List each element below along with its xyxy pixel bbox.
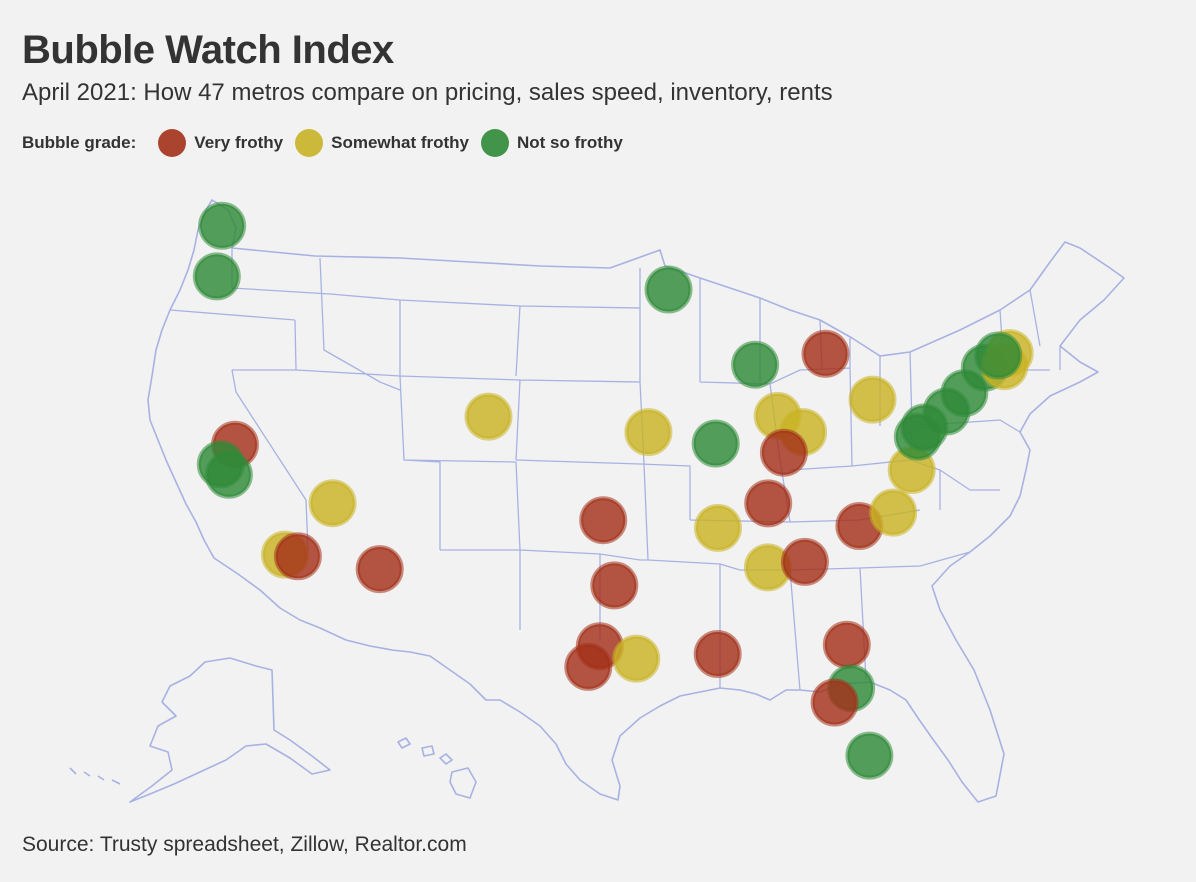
metro-bubble-somewhat-frothy <box>624 408 673 457</box>
metro-bubble-not-so-frothy <box>644 265 693 314</box>
metro-bubble-not-so-frothy <box>974 331 1023 380</box>
us-map <box>69 199 1125 803</box>
legend-item-somewhat-frothy: Somewhat frothy <box>295 129 469 157</box>
chart-subtitle: April 2021: How 47 metros compare on pri… <box>22 79 833 106</box>
metro-bubble-not-so-frothy <box>198 201 247 250</box>
legend-item-very-frothy: Very frothy <box>158 129 283 157</box>
metro-bubble-somewhat-frothy <box>869 488 918 537</box>
metro-bubble-somewhat-frothy <box>612 634 661 683</box>
legend-swatch-somewhat-frothy <box>295 129 324 157</box>
metro-bubble-somewhat-frothy <box>308 479 357 528</box>
metro-bubble-not-so-frothy <box>691 419 740 468</box>
metro-bubble-very-frothy <box>564 642 613 691</box>
legend-label-very-frothy: Very frothy <box>194 133 284 152</box>
metro-bubble-not-so-frothy <box>192 252 241 301</box>
alaska-outline <box>129 657 331 803</box>
legend-label-not-so-frothy: Not so frothy <box>517 133 623 152</box>
metro-bubble-very-frothy <box>693 630 742 678</box>
metro-bubble-very-frothy <box>579 496 628 545</box>
metro-bubble-somewhat-frothy <box>694 503 742 552</box>
hawaii-islands <box>397 737 477 799</box>
metro-bubble-very-frothy <box>590 561 639 610</box>
metro-bubble-very-frothy <box>759 428 808 477</box>
metro-bubble-very-frothy <box>744 479 793 528</box>
metro-bubble-not-so-frothy <box>204 450 253 499</box>
legend-item-not-so-frothy: Not so frothy <box>481 129 623 157</box>
legend: Bubble grade: Very frothy Somewhat froth… <box>22 126 635 160</box>
legend-swatch-very-frothy <box>158 129 187 157</box>
metro-bubbles <box>192 201 1034 780</box>
legend-swatch-not-so-frothy <box>481 129 510 157</box>
metro-bubble-not-so-frothy <box>731 340 780 389</box>
metro-bubble-very-frothy <box>780 537 829 586</box>
metro-bubble-very-frothy <box>801 329 850 378</box>
metro-bubble-somewhat-frothy <box>848 375 897 424</box>
metro-bubble-very-frothy <box>822 620 871 669</box>
lower48-outline <box>147 199 1125 803</box>
legend-label-somewhat-frothy: Somewhat frothy <box>331 133 470 152</box>
metro-bubble-very-frothy <box>810 678 859 727</box>
metro-bubble-not-so-frothy <box>845 731 894 780</box>
metro-bubble-very-frothy <box>273 532 322 581</box>
chart-title: Bubble Watch Index <box>22 28 394 72</box>
aleutian-islands <box>69 767 121 785</box>
source-note: Source: Trusty spreadsheet, Zillow, Real… <box>22 833 467 856</box>
metro-bubble-very-frothy <box>355 545 404 594</box>
metro-bubble-somewhat-frothy <box>464 392 513 441</box>
legend-title: Bubble grade: <box>22 133 137 152</box>
